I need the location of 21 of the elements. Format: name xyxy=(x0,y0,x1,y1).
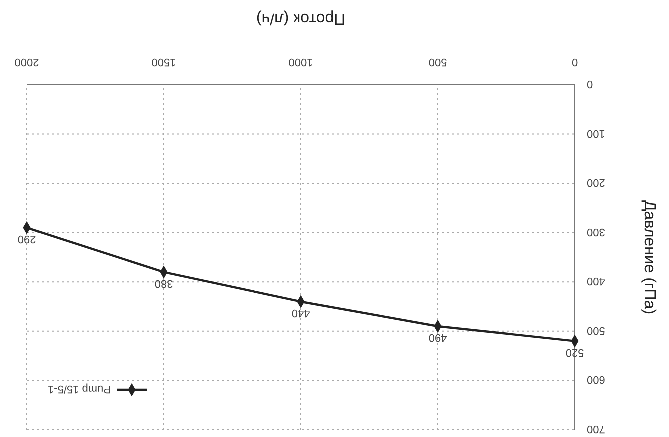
x-tick-label: 2000 xyxy=(14,56,40,68)
data-label: 290 xyxy=(18,232,36,245)
data-label: 380 xyxy=(154,277,174,290)
data-label: 520 xyxy=(566,346,584,358)
y-tick-label: 700 xyxy=(587,423,606,435)
y-tick-label: 100 xyxy=(587,127,606,140)
y-tick-label: 200 xyxy=(587,176,606,189)
y-tick-label: 300 xyxy=(587,226,606,238)
x-tick-label: 1000 xyxy=(288,56,314,68)
x-tick-label: 0 xyxy=(572,56,578,68)
y-tick-label: 400 xyxy=(587,275,606,288)
y-tick-label: 0 xyxy=(587,78,594,90)
y-axis-title: Давление (гПа) xyxy=(641,200,658,315)
x-tick-label: 500 xyxy=(428,56,448,68)
y-tick-label: 500 xyxy=(587,324,606,336)
y-tick-label: 600 xyxy=(587,374,606,386)
x-tick-label: 1500 xyxy=(152,56,176,68)
x-axis-title: Проток (л/ч) xyxy=(256,10,346,27)
legend-label: Pump 15/5-1 xyxy=(48,383,111,395)
data-label: 440 xyxy=(292,306,310,319)
data-label: 490 xyxy=(428,332,448,344)
